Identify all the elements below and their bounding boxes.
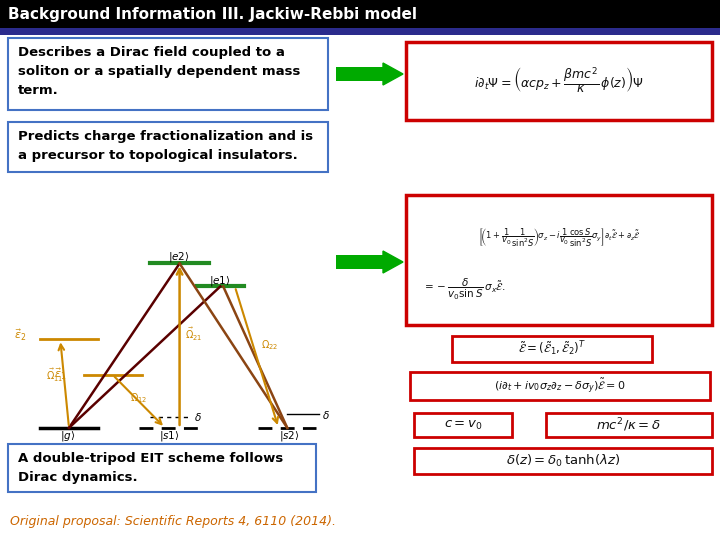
Text: $\tilde{\mathcal{E}}=(\tilde{\mathcal{E}}_1,\tilde{\mathcal{E}}_2)^T$: $\tilde{\mathcal{E}}=(\tilde{\mathcal{E}… <box>518 340 586 358</box>
Text: $mc^2/\kappa = \delta$: $mc^2/\kappa = \delta$ <box>596 416 662 434</box>
Bar <box>8 38 328 110</box>
Polygon shape <box>383 251 403 273</box>
Text: $c = v_0$: $c = v_0$ <box>444 418 482 431</box>
Text: $\vec{\varepsilon}_1$: $\vec{\varepsilon}_1$ <box>55 367 67 382</box>
Text: A double-tripod EIT scheme follows
Dirac dynamics.: A double-tripod EIT scheme follows Dirac… <box>18 452 283 484</box>
Text: $\vec{\Omega}_{11}$: $\vec{\Omega}_{11}$ <box>46 367 63 384</box>
Text: $\delta$: $\delta$ <box>194 411 202 423</box>
Text: $\Omega_{22}$: $\Omega_{22}$ <box>261 338 279 352</box>
Text: $\delta$: $\delta$ <box>322 409 330 421</box>
Text: $= -\dfrac{\delta}{v_0\sin S}\,\sigma_x\tilde{\mathcal{E}}.$: $= -\dfrac{\delta}{v_0\sin S}\,\sigma_x\… <box>422 278 506 302</box>
Text: $\vec{\varepsilon}_2$: $\vec{\varepsilon}_2$ <box>14 328 26 343</box>
Text: $\delta(z) = \delta_0\,\tanh(\lambda z)$: $\delta(z) = \delta_0\,\tanh(\lambda z)$ <box>506 453 620 469</box>
Text: $|s2\rangle$: $|s2\rangle$ <box>279 429 299 443</box>
Text: $|s1\rangle$: $|s1\rangle$ <box>159 429 180 443</box>
Text: $\vec{\Omega}_{21}$: $\vec{\Omega}_{21}$ <box>186 326 203 343</box>
Text: $|e2\rangle$: $|e2\rangle$ <box>168 251 189 265</box>
Text: $i\partial_t\Psi = \left(\alpha c p_z + \dfrac{\beta mc^2}{\kappa}\,\phi(z)\righ: $i\partial_t\Psi = \left(\alpha c p_z + … <box>474 66 644 96</box>
Bar <box>414 413 512 437</box>
Text: $|e1\rangle$: $|e1\rangle$ <box>209 274 230 288</box>
Polygon shape <box>383 63 403 85</box>
Text: Background Information III. Jackiw-Rebbi model: Background Information III. Jackiw-Rebbi… <box>8 6 417 22</box>
Bar <box>8 122 328 172</box>
Text: $\left[\!\left(1+\dfrac{1}{v_0}\dfrac{1}{\sin^2\!S}\right)\!\sigma_z - i\dfrac{1: $\left[\!\left(1+\dfrac{1}{v_0}\dfrac{1}… <box>477 227 641 249</box>
Bar <box>0 28 720 35</box>
Text: $|g\rangle$: $|g\rangle$ <box>60 429 76 443</box>
Bar <box>336 67 383 81</box>
Text: Original proposal: Scientific Reports 4, 6110 (2014).: Original proposal: Scientific Reports 4,… <box>10 516 336 529</box>
Bar <box>546 413 712 437</box>
Bar <box>452 336 652 362</box>
Text: $(i\partial_t + iv_0\sigma_z\partial_z - \delta\sigma_y)\tilde{\mathcal{E}}=0$: $(i\partial_t + iv_0\sigma_z\partial_z -… <box>494 376 626 396</box>
Text: $\Omega_{12}$: $\Omega_{12}$ <box>130 392 148 405</box>
Bar <box>336 255 383 269</box>
Text: Predicts charge fractionalization and is
a precursor to topological insulators.: Predicts charge fractionalization and is… <box>18 130 313 162</box>
Bar <box>8 444 316 492</box>
Bar <box>414 448 712 474</box>
Bar <box>410 372 710 400</box>
Text: Describes a Dirac field coupled to a
soliton or a spatially dependent mass
term.: Describes a Dirac field coupled to a sol… <box>18 46 300 97</box>
Bar <box>0 0 720 28</box>
Bar <box>406 42 712 120</box>
Bar <box>406 195 712 325</box>
